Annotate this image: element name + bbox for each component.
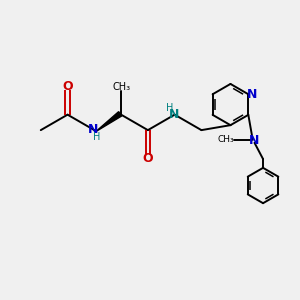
Text: CH₃: CH₃: [217, 135, 234, 144]
Text: N: N: [88, 123, 98, 136]
Text: H: H: [93, 132, 100, 142]
Text: N: N: [249, 134, 259, 147]
Text: H: H: [166, 103, 173, 113]
Polygon shape: [96, 112, 122, 132]
Text: O: O: [142, 152, 153, 165]
Text: O: O: [62, 80, 73, 93]
Text: N: N: [169, 108, 179, 121]
Text: N: N: [247, 88, 257, 101]
Text: CH₃: CH₃: [112, 82, 130, 92]
